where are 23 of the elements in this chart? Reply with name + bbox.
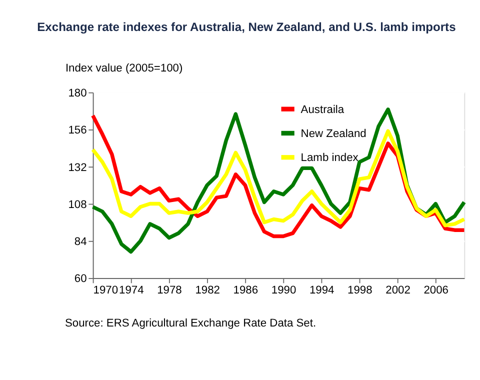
x-tick-label: 2002 [386,284,410,296]
y-tick-label: 60 [74,273,87,286]
x-tick-label: 1978 [157,284,182,296]
source-note: Source: ERS Agricultural Exchange Rate Data Set. [64,317,316,330]
y-tick-label: 108 [68,198,87,211]
line-series [90,129,466,228]
y-axis-title: Index value (2005=100) [65,62,183,74]
legend-label: Lamb index [300,152,359,164]
y-tick-label: 180 [68,88,87,100]
y-tick-label: 156 [68,124,87,137]
x-tick-label: 1994 [309,284,334,296]
x-tick-label: 2006 [424,284,448,296]
x-tick-label: 1974 [119,284,144,296]
x-tick-label: 1970 [93,284,118,296]
chart-title: Exchange rate indexes for Australia, New Zealand, and U.S. lamb imports [37,20,456,34]
x-tick-label: 1982 [195,284,220,296]
x-tick-label: 1998 [348,284,372,296]
y-tick-label: 132 [68,162,87,174]
legend-label: Austraila [300,104,345,116]
x-tick-label: 1990 [271,284,296,296]
x-tick-label: 1986 [233,284,258,296]
legend-label: New Zealand [300,128,366,140]
y-tick-label: 84 [74,236,87,248]
